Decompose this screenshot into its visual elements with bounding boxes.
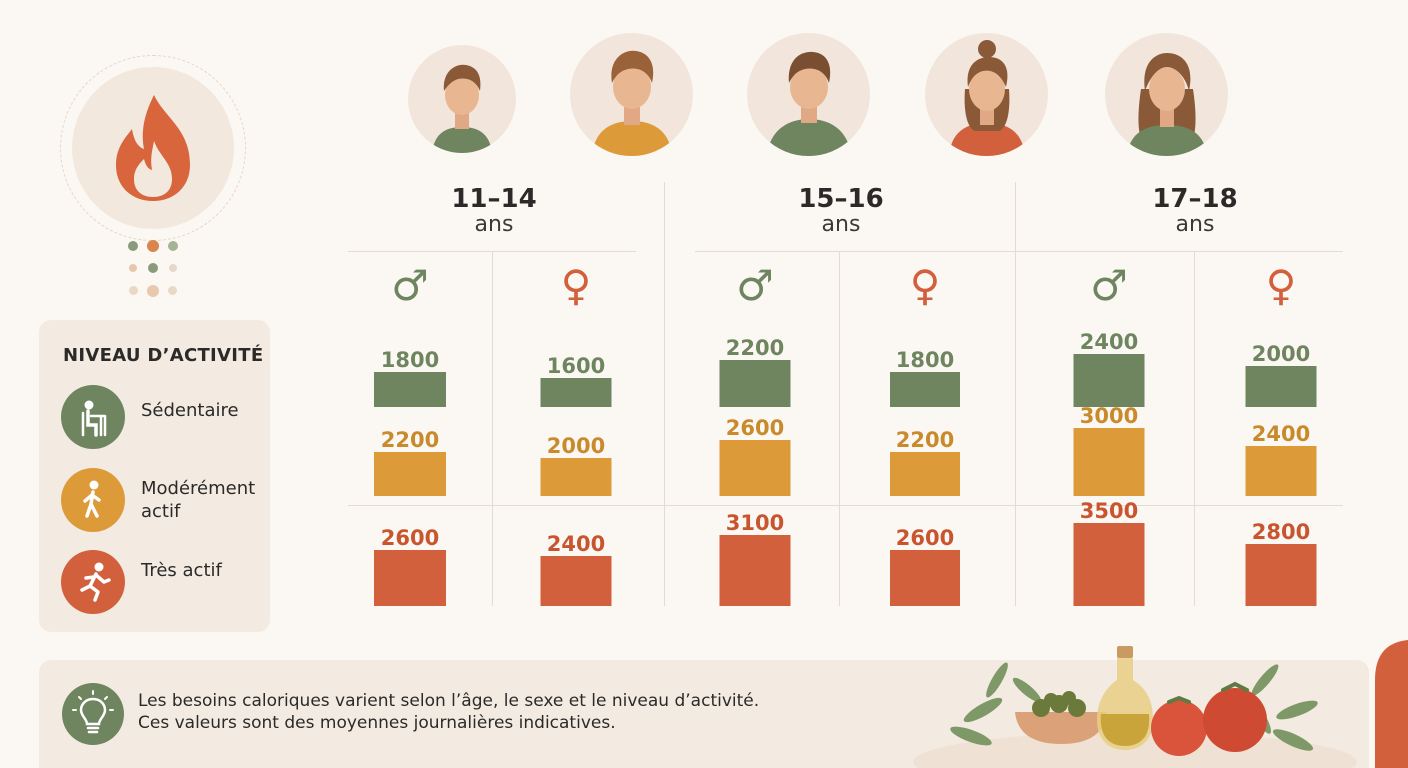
gender-divider (492, 252, 493, 606)
age-group-header: 11–14 ans (374, 186, 614, 238)
bar-female-level-2 (890, 452, 960, 496)
lightbulb-icon (62, 683, 124, 745)
footer-line-1: Les besoins caloriques varient selon l’â… (138, 691, 760, 711)
avatar-girl-bun (925, 33, 1048, 156)
age-unit: ans (821, 212, 861, 237)
bar-male-level-2 (374, 452, 446, 496)
female-symbol-icon: ♀ (910, 261, 941, 310)
avatar-boy-orange-hoodie (570, 33, 693, 156)
age-range: 17–18 (1152, 184, 1238, 214)
footer-text: Les besoins caloriques varient selon l’â… (138, 690, 759, 734)
decor-dot (129, 264, 137, 272)
walking-person-icon (61, 468, 125, 532)
legend-label-sedentary: Sédentaire (141, 400, 239, 421)
gender-divider (839, 252, 840, 606)
legend-title: NIVEAU D’ACTIVITÉ (63, 345, 264, 366)
age-range: 11–14 (451, 184, 537, 214)
male-symbol-icon: ♂ (391, 261, 429, 310)
decor-dot (129, 286, 138, 295)
bar-male-level-1 (374, 372, 446, 407)
decor-dot (148, 263, 158, 273)
bar-male-level-2 (719, 440, 791, 496)
bar-male-level-1 (719, 360, 791, 407)
age-unit: ans (474, 212, 514, 237)
bar-male-level-1 (1073, 354, 1145, 407)
bar-value-label: 3000 (1080, 404, 1138, 428)
bar-value-label: 1600 (547, 354, 605, 378)
gender-divider (1194, 252, 1195, 606)
avatar-boy-young (408, 45, 516, 153)
female-symbol-icon: ♀ (1266, 261, 1297, 310)
bar-female-level-3 (540, 556, 612, 606)
male-symbol-icon: ♂ (736, 261, 774, 310)
column-divider (1015, 182, 1016, 606)
header-rule (695, 251, 1343, 252)
bar-value-label: 3500 (1080, 499, 1138, 523)
bar-female-level-1 (540, 378, 612, 407)
legend-label-moderate: Modérément actif (141, 478, 256, 522)
running-person-icon (61, 550, 125, 614)
flame-icon (116, 95, 190, 201)
bar-female-level-2 (540, 458, 612, 496)
bar-value-label: 2200 (726, 336, 784, 360)
desk-person-icon (61, 385, 125, 449)
header-rule (348, 251, 636, 252)
bar-male-level-2 (1073, 428, 1145, 496)
decor-dot (168, 286, 177, 295)
bar-value-label: 1800 (896, 348, 954, 372)
bar-male-level-3 (374, 550, 446, 606)
bar-female-level-2 (1245, 446, 1317, 496)
bar-male-level-3 (1073, 523, 1145, 606)
female-symbol-icon: ♀ (561, 261, 592, 310)
age-group-header: 17–18 ans (1075, 186, 1315, 238)
bar-value-label: 1800 (381, 348, 439, 372)
decor-dot (147, 240, 159, 252)
bar-value-label: 2200 (896, 428, 954, 452)
bar-value-label: 2600 (726, 416, 784, 440)
bar-female-level-1 (1245, 366, 1317, 407)
bar-value-label: 2400 (1080, 330, 1138, 354)
age-unit: ans (1175, 212, 1215, 237)
bar-value-label: 2600 (896, 526, 954, 550)
legend-label-very-active: Très actif (141, 560, 222, 581)
bar-value-label: 2200 (381, 428, 439, 452)
age-range: 15–16 (798, 184, 884, 214)
row-rule (348, 505, 1343, 506)
bar-female-level-1 (890, 372, 960, 407)
age-group-header: 15–16 ans (721, 186, 961, 238)
bar-value-label: 2600 (381, 526, 439, 550)
bar-male-level-3 (719, 535, 791, 606)
footer-line-2: Ces valeurs sont des moyennes journalièr… (138, 713, 616, 733)
column-divider (664, 182, 665, 606)
bar-female-level-3 (890, 550, 960, 606)
avatar-girl-long-hair (1105, 33, 1228, 156)
bar-value-label: 2400 (1252, 422, 1310, 446)
decor-dot (168, 241, 178, 251)
decor-dot (128, 241, 138, 251)
decor-dot (147, 285, 159, 297)
bar-value-label: 3100 (726, 511, 784, 535)
decor-dot (169, 264, 177, 272)
food-illustration (913, 640, 1408, 768)
bar-female-level-3 (1245, 544, 1317, 606)
flame-badge (72, 67, 234, 229)
bar-value-label: 2000 (1252, 342, 1310, 366)
bar-value-label: 2000 (547, 434, 605, 458)
male-symbol-icon: ♂ (1090, 261, 1128, 310)
avatar-boy-green-hoodie (747, 33, 870, 156)
bar-value-label: 2400 (547, 532, 605, 556)
bar-value-label: 2800 (1252, 520, 1310, 544)
